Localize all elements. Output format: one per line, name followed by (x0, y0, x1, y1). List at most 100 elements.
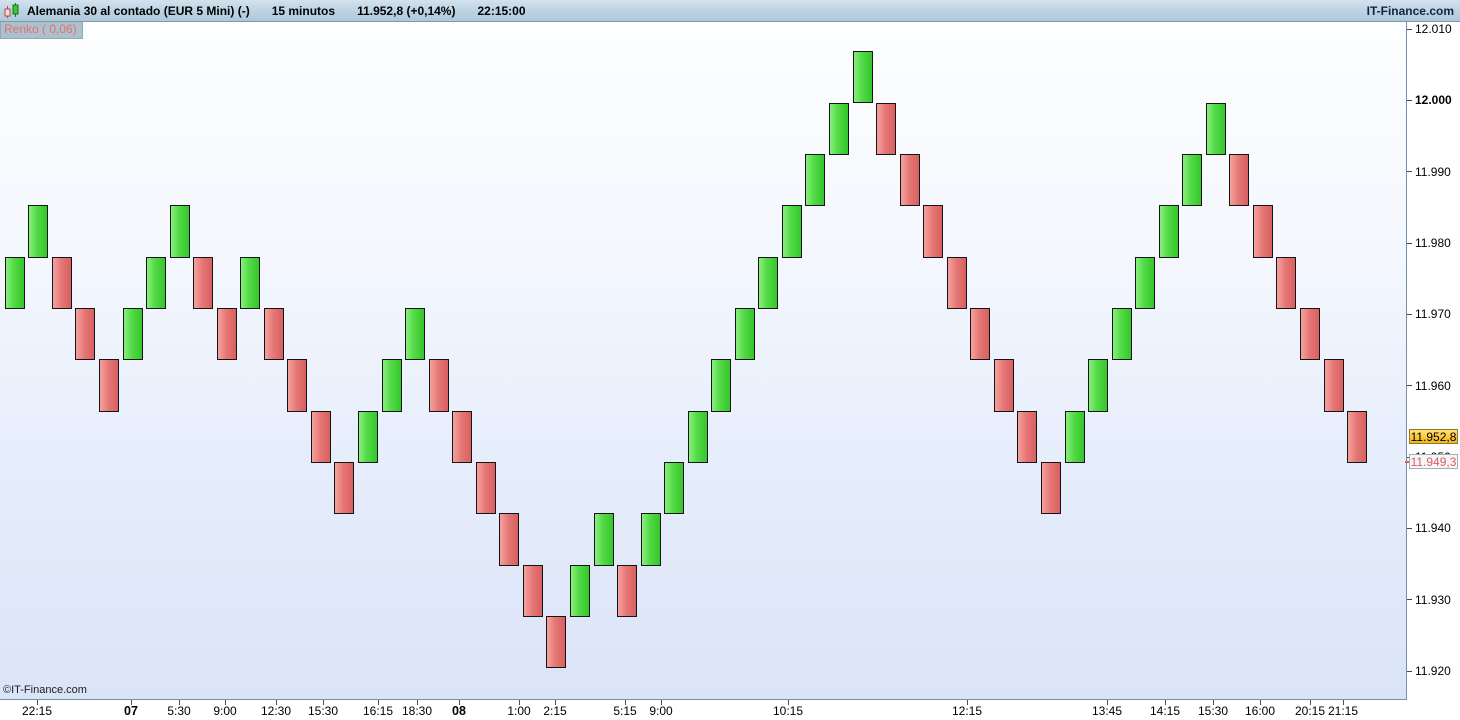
renko-brick-up (146, 256, 166, 309)
renko-brick-up (1182, 153, 1203, 207)
renko-brick-down (1252, 205, 1273, 258)
time-tick (788, 700, 789, 705)
renko-brick-down (452, 410, 473, 463)
price-tick (1407, 242, 1412, 244)
time-tick-label: 9:00 (213, 704, 237, 718)
renko-brick-up (781, 205, 802, 258)
time-tick-label: 16:00 (1244, 704, 1276, 718)
plot-area[interactable]: Renko ( 0,06) ©IT-Finance.com (0, 22, 1407, 700)
brand-watermark: IT-Finance.com (1366, 3, 1454, 18)
renko-brick-down (522, 564, 543, 618)
time-tick (1343, 700, 1344, 705)
renko-brick-up (1111, 307, 1132, 361)
renko-brick-down (946, 256, 967, 309)
time-tick (967, 700, 968, 705)
brick-close-badge: 11.949,3 (1409, 454, 1458, 469)
time-tick-label: 9:00 (649, 704, 673, 718)
renko-brick-up (687, 410, 708, 463)
price-tick-label: 11.980 (1415, 236, 1451, 250)
time-tick (661, 700, 662, 705)
time-tick (378, 700, 379, 705)
copyright-watermark: ©IT-Finance.com (3, 684, 87, 696)
time-tick (276, 700, 277, 705)
renko-brick-up (240, 256, 261, 309)
time-tick (179, 700, 180, 705)
renko-brick-down (899, 153, 920, 207)
price-tick (1407, 99, 1412, 101)
time-tick-label: 13:45 (1091, 704, 1123, 718)
renko-brick-up (357, 410, 378, 463)
candlestick-icon (4, 2, 20, 19)
timeframe-label: 15 minutos (271, 3, 336, 18)
time-tick (417, 700, 418, 705)
price-tick-label: 12.000 (1415, 93, 1452, 108)
price-tick (1407, 670, 1412, 672)
renko-brick-up (1158, 205, 1179, 258)
price-tick (1407, 385, 1412, 387)
renko-brick-down (75, 307, 96, 361)
time-tick (555, 700, 556, 705)
time-tick-label: 15:30 (307, 704, 339, 718)
renko-brick-up (829, 102, 849, 155)
renko-brick-down (310, 410, 331, 463)
price-tick-label: 11.970 (1415, 307, 1451, 322)
time-axis[interactable]: 22:15 07 5:30 9:00 12:30 15:30 16:15 18:30 08 1:0… (0, 700, 1460, 720)
time-tick (1213, 700, 1214, 705)
time-tick (1260, 700, 1261, 705)
renko-brick-down (1017, 410, 1038, 463)
time-tick-label: 18:30 (401, 704, 433, 718)
price-tick-label: 11.990 (1415, 164, 1451, 179)
renko-brick-down (51, 256, 72, 309)
renko-brick-up (569, 564, 590, 618)
renko-brick-up (734, 307, 755, 361)
renko-brick-up (4, 256, 25, 309)
renko-brick-down (428, 359, 449, 412)
renko-brick-up (593, 513, 614, 566)
renko-brick-up (852, 51, 873, 104)
renko-brick-up (1135, 256, 1156, 309)
time-tick-label: 10:15 (772, 704, 804, 718)
price-tick (1407, 313, 1412, 315)
time-tick-label: 5:30 (167, 704, 191, 718)
time-tick-label: 22:15 (21, 704, 53, 718)
time-tick (1165, 700, 1166, 705)
time-tick-label: 08 (452, 704, 466, 718)
price-tick-label: 11.960 (1415, 378, 1451, 393)
time-tick (323, 700, 324, 705)
time-tick-label: 12:30 (260, 704, 292, 718)
time-tick (225, 700, 226, 705)
time-tick (625, 700, 626, 705)
renko-brick-up (664, 462, 685, 515)
time-tick (1107, 700, 1108, 705)
renko-brick-down (216, 307, 237, 361)
renko-brick-down (1276, 256, 1297, 309)
time-tick (1310, 700, 1311, 705)
last-price-badge: 11.952,8 (1409, 429, 1458, 444)
renko-brick-down (1229, 153, 1250, 207)
renko-brick-down (993, 359, 1014, 412)
price-tick-label: 11.920 (1415, 664, 1451, 678)
price-axis[interactable]: 12.010 12.000 11.990 11.980 11.970 11.960 11.9… (1405, 22, 1460, 700)
renko-brick-down (499, 513, 520, 566)
renko-indicator-label[interactable]: Renko ( 0,06) (0, 22, 83, 39)
time-tick-label: 2:15 (543, 704, 567, 718)
time-tick (519, 700, 520, 705)
renko-brick-up (381, 359, 402, 412)
renko-brick-down (287, 359, 308, 412)
renko-brick-up (805, 153, 826, 207)
renko-brick-up (758, 256, 779, 309)
renko-brick-down (475, 462, 496, 515)
renko-brick-up (640, 513, 661, 566)
price-tick-label: 11.940 (1415, 521, 1451, 536)
last-close-tick (1405, 461, 1411, 463)
renko-brick-down (970, 307, 991, 361)
price-tick-label: 12.010 (1415, 22, 1452, 36)
price-tick (1407, 171, 1412, 173)
time-tick-label: 1:00 (507, 704, 531, 718)
price-tick (1407, 28, 1412, 30)
renko-brick-down (1347, 410, 1368, 463)
price-tick (1407, 599, 1412, 601)
renko-brick-up (28, 205, 49, 258)
time-tick-label: 21:15 (1327, 704, 1359, 718)
renko-brick-down (1300, 307, 1320, 361)
